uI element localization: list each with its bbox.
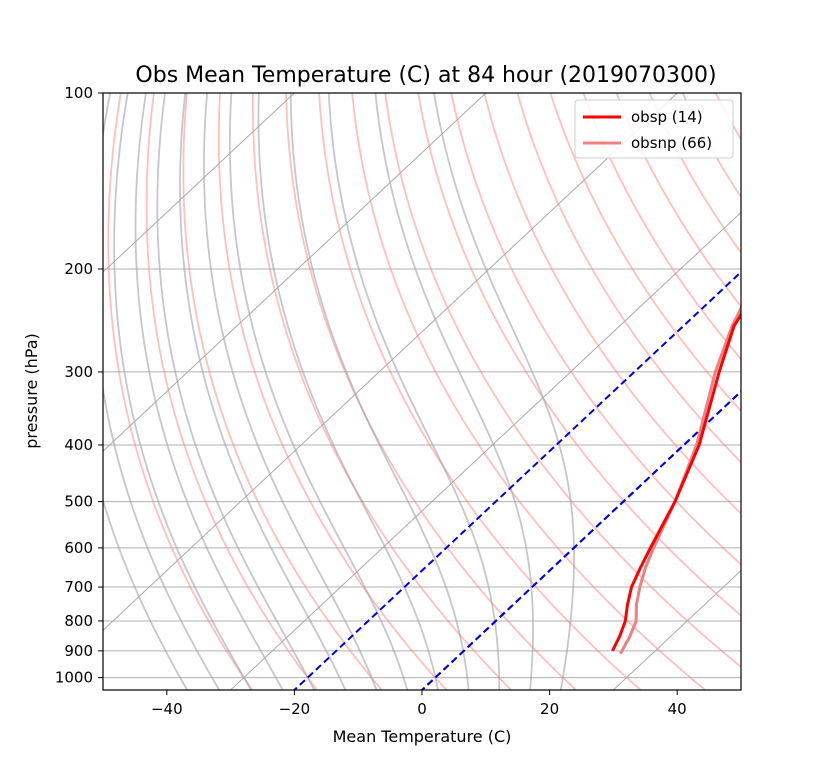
- y-tick-label: 300: [64, 363, 93, 381]
- legend-label: obsnp (66): [631, 134, 712, 152]
- dry-adiabat: [450, 93, 741, 566]
- moist-adiabat: [103, 497, 189, 690]
- dry-adiabat: [582, 93, 741, 361]
- isotherm: [103, 93, 296, 273]
- moist-adiabat: [134, 93, 284, 690]
- isotherm: [229, 211, 741, 690]
- x-axis-label: Mean Temperature (C): [333, 727, 512, 746]
- series-lines: [611, 305, 741, 655]
- legend: obsp (14) obsnp (66): [574, 99, 734, 159]
- dry-adiabat: [285, 93, 578, 690]
- y-tick-label: 100: [64, 84, 93, 102]
- dry-adiabat: [107, 93, 254, 690]
- moist-adiabat: [156, 93, 316, 690]
- dry-adiabat: [516, 93, 741, 464]
- dry-adiabat: [318, 93, 642, 690]
- y-tick-label: 800: [64, 612, 93, 630]
- y-tick-label: 200: [64, 260, 93, 278]
- y-axis-label: pressure (hPa): [22, 333, 41, 449]
- series-line-obsp: [611, 312, 741, 652]
- dry-adiabat: [483, 93, 741, 515]
- isotherm: [103, 93, 678, 631]
- moist-adiabat: [203, 93, 378, 690]
- y-tick-label: 500: [64, 493, 93, 511]
- dry-adiabat: [217, 93, 448, 690]
- dry-adiabat: [384, 93, 741, 669]
- y-tick-label: 700: [64, 578, 93, 596]
- moist-adiabat: [113, 93, 253, 690]
- highlight-isotherm: [420, 390, 741, 690]
- highlight-isotherm: [292, 270, 741, 690]
- chart-title: Obs Mean Temperature (C) at 84 hour (201…: [135, 63, 716, 88]
- isotherm: [103, 93, 487, 452]
- series-line-obsnp: [619, 305, 741, 655]
- moist-adiabat: [257, 93, 439, 690]
- y-tick-label: 1000: [55, 669, 93, 687]
- x-tick-label: −40: [151, 700, 183, 718]
- reference-lines: [103, 93, 741, 690]
- moist-adiabat: [327, 93, 501, 690]
- isotherm: [612, 569, 741, 690]
- moist-adiabat: [179, 93, 347, 690]
- moist-adiabat: [103, 93, 221, 690]
- x-tick-label: 40: [668, 700, 687, 718]
- x-ticks: −40 −20 0 20 40: [151, 690, 687, 718]
- x-tick-label: 0: [417, 700, 427, 718]
- dry-adiabat: [182, 93, 383, 690]
- dry-adiabat: [145, 93, 319, 690]
- moist-adiabat: [374, 93, 534, 690]
- y-ticks: 100 200 300 400 500 600 700 800 900 1000: [55, 84, 103, 687]
- y-tick-label: 900: [64, 642, 93, 660]
- x-tick-label: 20: [540, 700, 559, 718]
- y-tick-label: 400: [64, 436, 93, 454]
- moist-adiabat: [228, 93, 409, 690]
- moist-adiabat: [433, 93, 575, 690]
- legend-label: obsp (14): [631, 108, 703, 126]
- x-tick-label: −20: [279, 700, 311, 718]
- dry-adiabat: [549, 93, 741, 413]
- y-tick-label: 600: [64, 539, 93, 557]
- dry-adiabat: [251, 93, 513, 690]
- dry-adiabat: [351, 93, 707, 690]
